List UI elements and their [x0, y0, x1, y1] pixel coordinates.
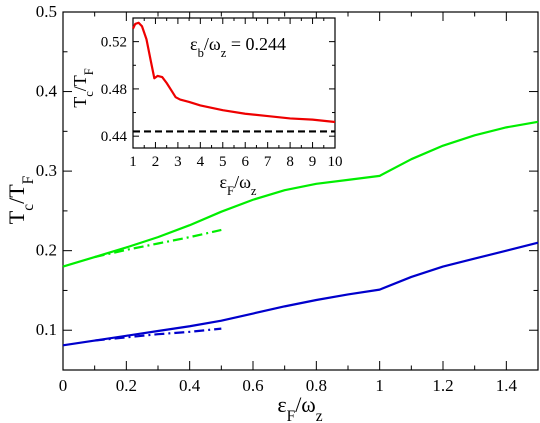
- main-x-axis: 0 0.2 0.4 0.6 0.8 1 1.2 1.4: [59, 12, 539, 395]
- main-x-tick-label: 1.4: [496, 376, 518, 395]
- inset-x-tick-label: 2: [152, 154, 160, 170]
- main-x-tick-label: 0.2: [116, 376, 137, 395]
- main-y-axis-label: Tc/TF: [4, 176, 37, 224]
- main-x-axis-label: εF/ωz: [277, 392, 322, 423]
- main-plot: 0 0.2 0.4 0.6 0.8 1 1.2 1.4 0.1 0.2 0.3 0.4 0.5 εF/…: [4, 2, 539, 423]
- main-y-tick-label: 0.5: [36, 2, 57, 21]
- inset-x-tick-label: 10: [328, 154, 343, 170]
- inset-series-line-0: [132, 21, 336, 124]
- inset-x-axis: 1 2 3 4 5 6 7 8 9 10: [129, 18, 343, 170]
- inset-x-tick-label: 8: [286, 154, 294, 170]
- inset-x-axis-label: εF/ωz: [219, 172, 256, 198]
- main-x-tick-label: 1: [375, 376, 384, 395]
- inset-x-tick-label: 5: [219, 154, 227, 170]
- main-x-tick-label: 0: [59, 376, 68, 395]
- inset-x-tick-label: 7: [264, 154, 272, 170]
- inset-annotation: εb/ωz = 0.244: [190, 34, 286, 60]
- inset-y-tick-label: 0.48: [101, 82, 127, 98]
- main-y-tick-label: 0.3: [36, 161, 57, 180]
- main-x-tick-label: 0.8: [306, 376, 327, 395]
- main-series-line-0: [62, 120, 539, 268]
- inset-x-tick-label: 3: [174, 154, 182, 170]
- main-y-axis: 0.1 0.2 0.3 0.4 0.5: [36, 2, 538, 371]
- main-x-tick-label: 0.6: [242, 376, 263, 395]
- main-plot-frame: [62, 11, 539, 371]
- inset-series-group: [132, 21, 336, 133]
- inset-x-tick-label: 4: [197, 154, 205, 170]
- inset-x-tick-label: 6: [241, 154, 249, 170]
- main-x-tick-label: 0.4: [179, 376, 201, 395]
- inset-y-tick-label: 0.52: [101, 35, 127, 51]
- main-y-tick-label: 0.1: [36, 320, 57, 339]
- inset-x-tick-label: 1: [129, 154, 137, 170]
- inset-x-tick-label: 9: [309, 154, 317, 170]
- main-y-tick-label: 0.2: [36, 241, 57, 260]
- main-x-tick-label: 1.2: [432, 376, 453, 395]
- inset-y-axis-label: Tc/TF: [70, 68, 96, 108]
- inset-y-axis: 0.44 0.48 0.52: [101, 17, 335, 145]
- main-series-line-1: [94, 228, 222, 259]
- inset-plot: 1 2 3 4 5 6 7 8 9 10 0.44 0.48 0.52 εF/ωz Tc/TF εb/…: [70, 17, 343, 198]
- main-y-tick-label: 0.4: [36, 82, 58, 101]
- inset-y-tick-label: 0.44: [101, 129, 128, 145]
- main-series-line-3: [94, 327, 222, 342]
- main-series-group: [62, 120, 539, 347]
- main-series-line-2: [62, 241, 539, 347]
